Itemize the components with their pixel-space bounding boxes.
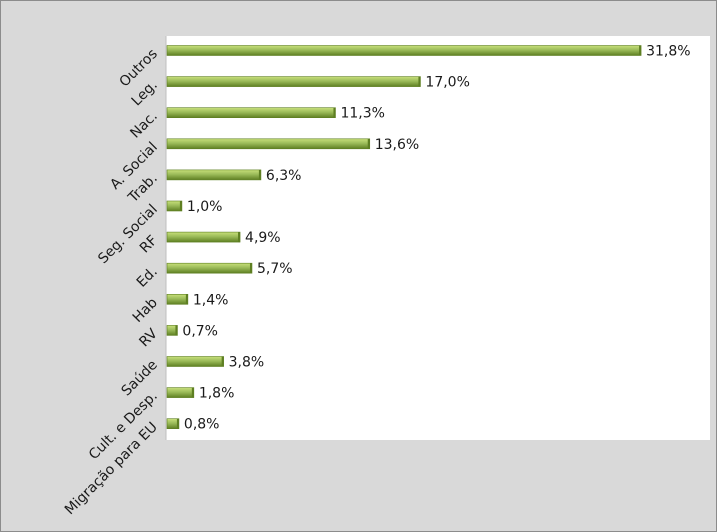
bar-6: [166, 200, 183, 212]
value-label-6: 1,0%: [187, 199, 223, 215]
bar-3: [166, 107, 336, 118]
value-label-10: 0,7%: [182, 323, 218, 339]
bar-cap-11: [221, 356, 224, 367]
bar-cap-2: [418, 76, 421, 87]
bar-cap-7: [238, 232, 241, 243]
bar-cap-3: [333, 107, 336, 118]
bar-9: [166, 293, 189, 305]
bar-cap-8: [249, 263, 252, 274]
value-label-11: 3,8%: [229, 355, 265, 371]
category-label-7: RF: [137, 233, 161, 257]
bar-12: [166, 387, 195, 398]
bar-7: [166, 231, 241, 243]
bar-cap-5: [258, 169, 261, 180]
value-label-13: 0,8%: [184, 417, 220, 433]
bar-2: [166, 76, 421, 87]
value-label-5: 6,3%: [266, 168, 302, 184]
bar-8: [166, 262, 253, 274]
bar-cap-6: [179, 201, 182, 211]
value-label-3: 11,3%: [340, 106, 384, 122]
bar-cap-12: [191, 387, 194, 398]
bar-cap-13: [176, 418, 179, 429]
bar-1: [166, 45, 642, 56]
value-label-1: 31,8%: [646, 44, 690, 60]
category-label-8: Ed.: [134, 264, 161, 291]
value-label-7: 4,9%: [245, 230, 281, 246]
bar-11: [166, 356, 224, 367]
value-label-12: 1,8%: [199, 386, 235, 402]
value-label-8: 5,7%: [257, 261, 293, 277]
bar-cap-10: [175, 325, 178, 336]
bar-cap-9: [185, 294, 188, 305]
plot-area: [166, 36, 710, 440]
bar-cap-4: [367, 138, 370, 149]
value-label-9: 1,4%: [193, 292, 229, 308]
category-label-10: RV: [136, 326, 161, 351]
category-label-9: Hab: [130, 295, 161, 326]
bar-5: [166, 169, 262, 181]
category-label-3: Nac.: [127, 108, 160, 141]
value-label-2: 17,0%: [425, 75, 469, 91]
bar-cap-1: [639, 45, 642, 56]
category-label-11: Saúde: [119, 357, 161, 399]
value-label-4: 13,6%: [375, 137, 419, 153]
bar-4: [166, 138, 371, 150]
